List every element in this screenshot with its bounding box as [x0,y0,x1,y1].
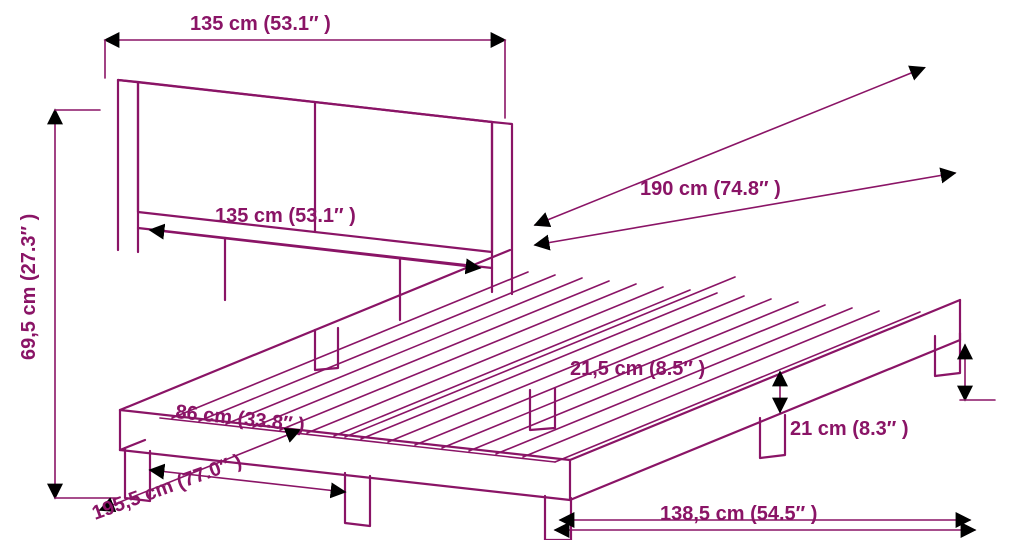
dim-total-length: 195,5 cm (77.0″ ) [89,450,244,525]
dim-leg-spacing: 86 cm (33.8″ ) [174,401,305,436]
bed-dimension-diagram: 135 cm (53.1″ ) 135 cm (53.1″ ) 190 cm (… [0,0,1020,540]
dim-total-height: 69,5 cm (27.3″ ) [18,214,40,360]
dim-top-headboard-width: 135 cm (53.1″ ) [190,13,331,35]
dim-headboard-inner-width: 135 cm (53.1″ ) [215,205,356,227]
dim-clearance: 21 cm (8.3″ ) [790,418,909,440]
dim-rail-height: 21,5 cm (8.5″ ) [570,358,705,380]
dim-total-width: 138,5 cm (54.5″ ) [660,503,817,525]
dim-slat-length: 190 cm (74.8″ ) [640,178,781,200]
